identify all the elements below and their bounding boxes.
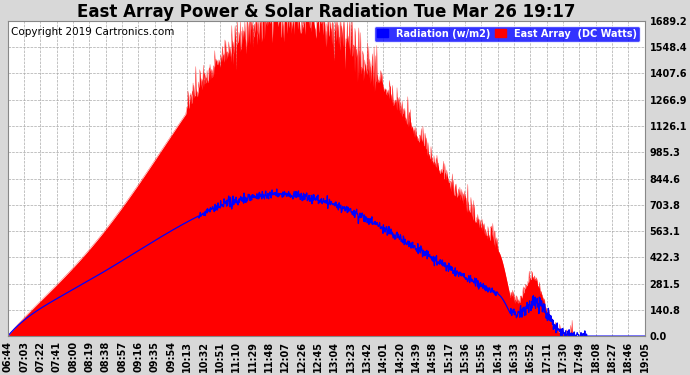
Title: East Array Power & Solar Radiation Tue Mar 26 19:17: East Array Power & Solar Radiation Tue M…: [77, 3, 575, 21]
Legend: Radiation (w/m2), East Array  (DC Watts): Radiation (w/m2), East Array (DC Watts): [374, 26, 640, 42]
Text: Copyright 2019 Cartronics.com: Copyright 2019 Cartronics.com: [11, 27, 175, 37]
